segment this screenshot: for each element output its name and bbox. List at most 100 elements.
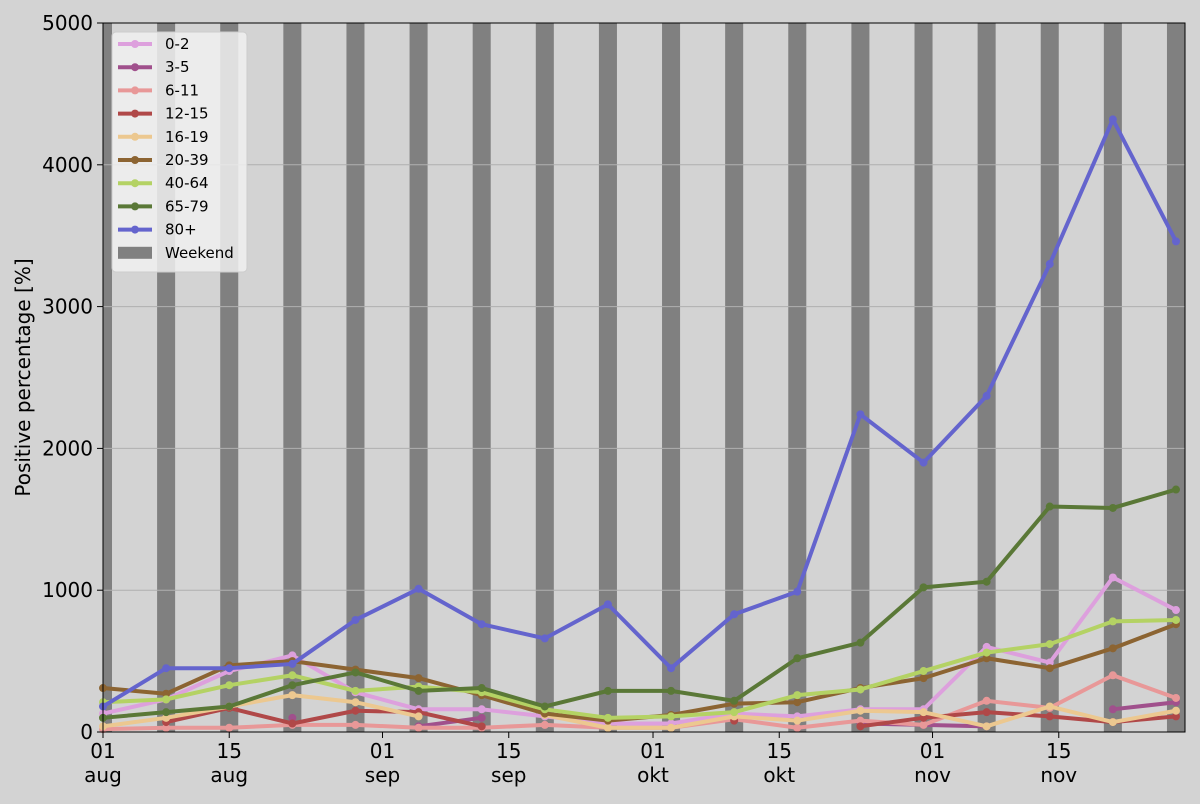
data-point xyxy=(477,713,486,722)
data-point xyxy=(1171,706,1180,715)
series-65-79 xyxy=(99,485,1180,722)
data-point xyxy=(793,698,802,707)
x-tick-label-month: okt xyxy=(637,763,669,787)
plot-area xyxy=(103,23,1185,732)
weekend-bar xyxy=(1166,23,1185,732)
data-point xyxy=(1171,693,1180,702)
data-point xyxy=(162,713,171,722)
data-point xyxy=(540,720,549,729)
weekend-bar xyxy=(725,23,744,732)
data-point xyxy=(1108,573,1117,582)
data-point xyxy=(667,712,676,721)
data-point xyxy=(919,583,928,592)
x-tick-label-month: okt xyxy=(763,763,795,787)
series-line xyxy=(1110,700,1178,712)
legend-marker xyxy=(131,86,139,95)
data-point xyxy=(793,587,802,596)
data-point xyxy=(1045,702,1054,711)
data-point xyxy=(162,664,171,673)
axes: 01000200030004000500001aug15aug01sep15se… xyxy=(42,11,1077,787)
legend-marker xyxy=(131,40,139,48)
legend-marker xyxy=(131,109,139,118)
legend-item: 80+ xyxy=(118,221,197,239)
data-point xyxy=(603,600,612,609)
weekend-bar xyxy=(977,23,996,732)
weekend-bar xyxy=(788,23,807,732)
legend-marker xyxy=(131,202,139,211)
data-point xyxy=(730,610,739,619)
data-point xyxy=(351,686,360,695)
grid-lines xyxy=(103,164,1185,591)
data-point xyxy=(982,642,991,651)
weekend-bar xyxy=(472,23,491,732)
legend-item: 0-2 xyxy=(118,35,190,53)
legend-item: 65-79 xyxy=(118,197,209,215)
legend-swatch xyxy=(118,246,152,259)
data-point xyxy=(162,695,171,704)
x-tick-label-day: 15 xyxy=(767,739,792,763)
x-tick-label-month: nov xyxy=(1040,763,1077,787)
data-point xyxy=(1108,503,1117,512)
legend-item: 20-39 xyxy=(118,151,209,169)
weekend-bar xyxy=(914,23,933,732)
data-point xyxy=(1045,712,1054,721)
data-point xyxy=(919,720,928,729)
data-point xyxy=(414,712,423,721)
data-point xyxy=(730,696,739,705)
data-point xyxy=(1108,115,1117,124)
series-line xyxy=(416,715,484,729)
legend-label: 16-19 xyxy=(165,128,209,146)
data-point xyxy=(540,634,549,643)
data-point xyxy=(288,713,297,722)
legend-item: 12-15 xyxy=(118,105,209,123)
data-point xyxy=(1045,502,1054,511)
data-point xyxy=(225,702,234,711)
data-point xyxy=(1171,712,1180,721)
data-point xyxy=(856,410,865,419)
data-point xyxy=(603,713,612,722)
y-tick-label: 3000 xyxy=(42,295,93,319)
data-point xyxy=(1108,718,1117,727)
legend-item: 16-19 xyxy=(118,128,209,146)
data-point xyxy=(1108,644,1117,653)
data-point xyxy=(1171,485,1180,494)
legend-label: 3-5 xyxy=(165,58,190,76)
data-point xyxy=(856,685,865,694)
x-tick-label-day: 01 xyxy=(370,739,395,763)
weekend-bar xyxy=(851,23,870,732)
data-point xyxy=(793,723,802,732)
data-point xyxy=(919,458,928,467)
data-point xyxy=(1108,705,1117,714)
legend-marker xyxy=(131,63,139,72)
data-point xyxy=(288,671,297,680)
data-point xyxy=(730,708,739,717)
legend-label: 65-79 xyxy=(165,197,209,215)
legend-marker xyxy=(131,132,139,141)
legend-label: 0-2 xyxy=(165,35,190,53)
x-tick-label-day: 01 xyxy=(90,739,115,763)
series-line xyxy=(101,117,1178,709)
data-point xyxy=(225,723,234,732)
weekend-bar xyxy=(283,23,302,732)
weekend-bar xyxy=(535,23,554,732)
series-line xyxy=(101,617,1178,720)
series-lines xyxy=(99,115,1180,734)
data-point xyxy=(414,584,423,593)
data-point xyxy=(856,638,865,647)
x-tick-label-day: 01 xyxy=(640,739,665,763)
y-tick-label: 2000 xyxy=(42,436,93,460)
series-line xyxy=(101,693,421,729)
x-tick-label-day: 15 xyxy=(1046,739,1071,763)
data-point xyxy=(982,654,991,663)
data-point xyxy=(477,722,486,731)
data-point xyxy=(477,705,486,714)
data-point xyxy=(667,723,676,732)
x-tick-label-day: 15 xyxy=(217,739,242,763)
data-point xyxy=(1045,664,1054,673)
data-point xyxy=(225,681,234,690)
data-point xyxy=(414,674,423,683)
data-point xyxy=(982,391,991,400)
legend-item: Weekend xyxy=(118,244,234,262)
data-point xyxy=(919,713,928,722)
legend-item: 40-64 xyxy=(118,174,209,192)
